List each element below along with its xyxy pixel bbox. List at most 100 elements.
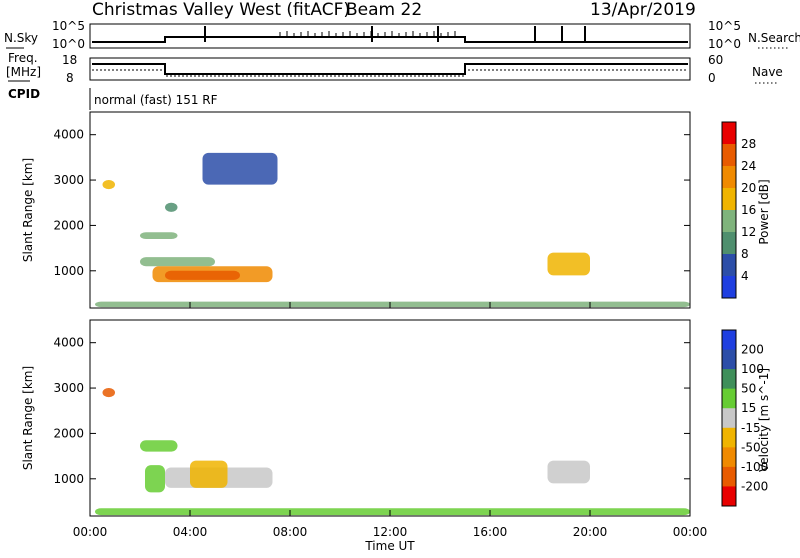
y-tick-label: 4000 [53,128,84,142]
colorbar-tick-label: -200 [741,479,768,493]
power-region [140,232,178,240]
colorbar-segment [722,188,736,211]
colorbar-segment [722,466,736,487]
station-title: Christmas Valley West (fitACF) [92,0,350,20]
y-tick-label: 2000 [53,426,84,440]
colorbar-segment [722,122,736,145]
colorbar-tick-label: -15 [741,421,761,435]
y-tick-label: 1000 [53,472,84,486]
colorbar-tick-label: 50 [741,382,756,396]
nsearch-tick-bottom: 10^0 [708,37,741,51]
nave-tick-top: 60 [708,53,723,67]
colorbar-segment [722,388,736,409]
colorbar-segment [722,144,736,167]
velocity-region [190,460,228,488]
freq-trace [92,63,688,75]
colorbar-tick-label: 200 [741,343,764,357]
power-region [140,257,215,267]
nsky-tick-top: 10^5 [52,19,85,33]
velocity-data-regions [95,388,690,516]
velocity-region [547,460,590,484]
x-tick-label: 16:00 [473,525,508,539]
colorbar-segment [722,427,736,448]
freq-panel-frame [89,57,691,81]
colorbar-frame [721,329,737,507]
colorbar-tick-label: 4 [741,269,749,283]
nsky-panel-frame [89,23,691,49]
velocity-region [102,388,115,398]
velocity-y-axis: 1000 2000 3000 4000 [53,336,690,486]
freq-tick-top: 18 [62,53,77,67]
y-tick-label: 1000 [53,264,84,278]
velocity-region [95,508,690,516]
freq-tick-bottom: 8 [66,71,74,85]
colorbar-tick-label: 12 [741,225,756,239]
colorbar-segment [722,369,736,390]
colorbar-segment [722,276,736,299]
power-y-axis: 1000 2000 3000 4000 [53,128,690,278]
x-tick-label: 12:00 [373,525,408,539]
time-axis: 00:00 04:00 08:00 12:00 16:00 20:00 00:00 [73,302,708,539]
power-region [165,202,178,212]
x-tick-label: 08:00 [273,525,308,539]
velocity-region [140,440,178,452]
colorbar-tick-label: 24 [741,159,756,173]
nave-tick-bottom: 0 [708,71,716,85]
x-tick-label: 00:00 [673,525,708,539]
nsky-label: N.Sky [4,31,38,45]
colorbar-tick-label: 28 [741,137,756,151]
power-data-regions [95,152,690,308]
colorbar-tick-label: 20 [741,181,756,195]
nsky-tick-bottom: 10^0 [52,37,85,51]
velocity-region [145,465,165,493]
nave-trace [92,69,688,77]
y-tick-label: 3000 [53,173,84,187]
nsearch-label: N.Search [748,31,800,45]
power-colorbar-label: Power [dB] [757,179,771,244]
xlabel: Time UT [364,539,415,553]
colorbar-segment [722,166,736,189]
colorbar-segment [722,232,736,255]
colorbar-tick-label: 16 [741,203,756,217]
colorbar-tick-label: -50 [741,440,761,454]
colorbar-tick-label: 100 [741,362,764,376]
x-tick-label: 00:00 [73,525,108,539]
velocity-ylabel: Slant Range [km] [21,366,35,470]
freq-unit-label: [MHz] [6,65,41,79]
beam-label: Beam 22 [346,0,422,20]
power-colorbar: 4 8 12 16 20 24 28 [721,121,756,299]
power-region [102,180,115,190]
power-region [165,270,240,280]
y-tick-label: 2000 [53,218,84,232]
cpid-text: normal (fast) 151 RF [94,93,218,107]
y-tick-label: 3000 [53,381,84,395]
date-label: 13/Apr/2019 [590,0,696,20]
nsky-spikes [204,26,586,42]
power-ylabel: Slant Range [km] [21,158,35,262]
colorbar-segment [722,349,736,370]
nsearch-tick-top: 10^5 [708,19,741,33]
colorbar-tick-label: 8 [741,247,749,261]
freq-label: Freq. [8,51,38,65]
nsky-trace [92,36,688,43]
colorbar-segment [722,210,736,233]
x-tick-label: 20:00 [573,525,608,539]
colorbar-segment [722,486,736,507]
power-region [202,152,278,185]
cpid-label: CPID [8,87,40,101]
colorbar-segment [722,447,736,468]
y-tick-label: 4000 [53,336,84,350]
colorbar-tick-label: 15 [741,401,756,415]
colorbar-segment [722,330,736,351]
nave-label: Nave [752,65,783,79]
velocity-colorbar-label: Velocity [m s^-1] [757,368,771,472]
power-region [547,252,590,276]
colorbar-segment [722,254,736,277]
power-region [95,301,690,308]
colorbar-tick-label: -100 [741,460,768,474]
velocity-colorbar: 200 100 50 15 -15 -50 -100 -200 [721,329,768,507]
x-tick-label: 04:00 [173,525,208,539]
colorbar-segment [722,408,736,429]
